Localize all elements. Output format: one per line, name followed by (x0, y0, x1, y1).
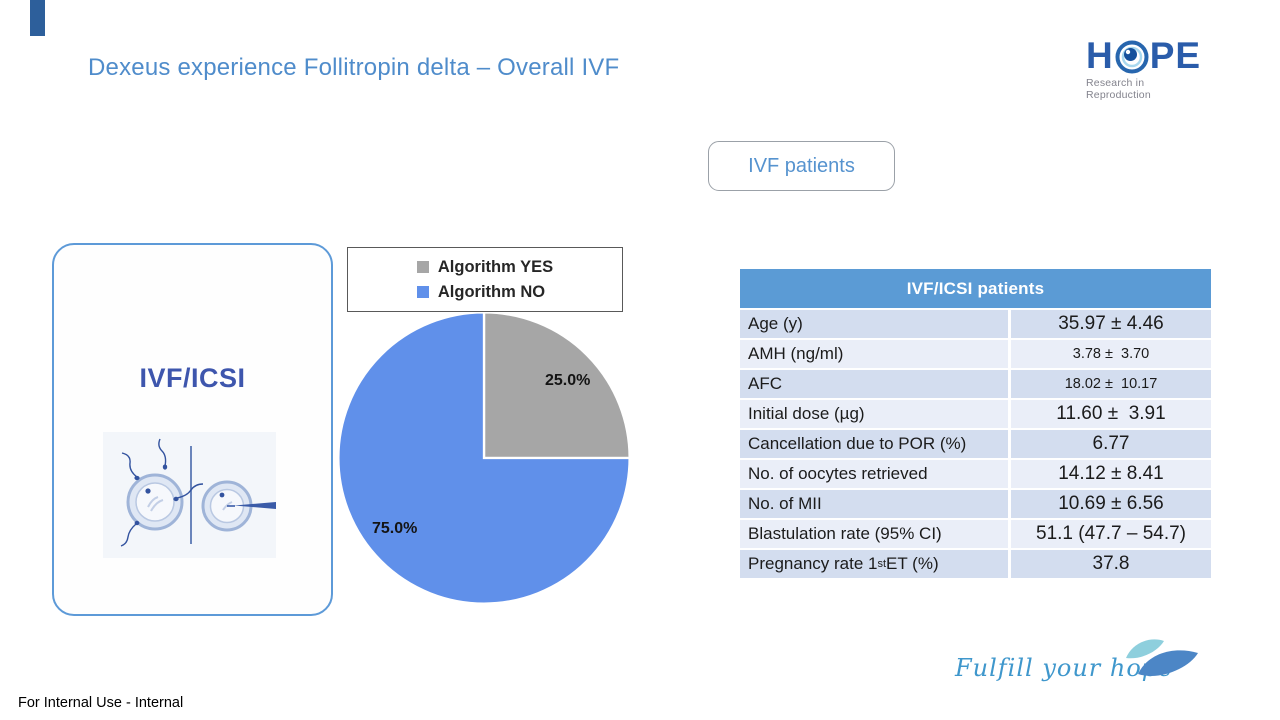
table-row-label: No. of oocytes retrieved (740, 460, 1011, 488)
legend-item-algorithm-yes: Algorithm YES (416, 258, 554, 276)
pie-slice-0 (482, 311, 631, 460)
pie-chart: 25.0% 75.0% (334, 308, 634, 608)
ivf-icsi-illustration (103, 432, 276, 558)
hope-logo-word: H PE (1086, 36, 1206, 76)
table-row-label: Age (y) (740, 310, 1011, 338)
table-row-value: 10.69 ± 6.56 (1058, 493, 1164, 514)
page-title: Dexeus experience Follitropin delta – Ov… (88, 54, 620, 81)
footer-classification: For Internal Use - Internal (18, 695, 184, 711)
ivf-icsi-card-title: IVF/ICSI (139, 363, 246, 393)
table-row-value: 37.8 (1092, 553, 1130, 574)
ivf-icsi-table: IVF/ICSI patients Age (y) 35.97 ± 4.46 A… (740, 269, 1211, 578)
legend-swatch-no (416, 285, 429, 298)
hope-eye-icon (1115, 40, 1149, 74)
table-row-value: 18.02 ± 10.17 (1064, 376, 1158, 392)
table-row-value: 11.60 ± 3.91 (1056, 403, 1166, 424)
table-row: Cancellation due to POR (%) 6.77 (740, 428, 1211, 458)
table-row: Blastulation rate (95% CI) 51.1 (47.7 – … (740, 518, 1211, 548)
table-row-label: No. of MII (740, 490, 1011, 518)
legend-item-algorithm-no: Algorithm NO (416, 282, 553, 301)
pie-chart-svg (337, 311, 631, 605)
hope-letter-h: H (1086, 35, 1114, 76)
pie-slice-1 (337, 311, 631, 605)
ivf-patients-button[interactable]: IVF patients (708, 141, 895, 191)
table-row-value: 6.77 (1092, 433, 1130, 454)
legend-label-no: Algorithm NO (437, 282, 546, 301)
legend-label-yes: Algorithm YES (437, 258, 554, 276)
fulfill-tagline: Fulfill your hope (955, 654, 1174, 682)
hope-logo: H PE Research in Reproduction (1086, 36, 1206, 102)
table-row-value: 3.78 ± 3.70 (1072, 346, 1150, 362)
ivf-patients-button-label: IVF patients (748, 154, 855, 177)
table-row: No. of MII 10.69 ± 6.56 (740, 488, 1211, 518)
pie-slice-label-no: 75.0% (372, 520, 418, 537)
hope-letters-pe: PE (1149, 35, 1202, 76)
table-row-label: AFC (740, 370, 1011, 398)
slide-accent-bar (30, 0, 45, 36)
legend-swatch-yes (416, 261, 429, 274)
table-row: AMH (ng/ml) 3.78 ± 3.70 (740, 338, 1211, 368)
table-row-label: Cancellation due to POR (%) (740, 430, 1011, 458)
table-row: AFC 18.02 ± 10.17 (740, 368, 1211, 398)
table-row-value: 14.12 ± 8.41 (1058, 463, 1164, 484)
table-row: Age (y) 35.97 ± 4.46 (740, 308, 1211, 338)
table-row: Initial dose (µg) 11.60 ± 3.91 (740, 398, 1211, 428)
table-row-label: Blastulation rate (95% CI) (740, 520, 1011, 548)
table-row: No. of oocytes retrieved 14.12 ± 8.41 (740, 458, 1211, 488)
pie-legend: Algorithm YES Algorithm NO (347, 247, 623, 312)
table-row-label: AMH (ng/ml) (740, 340, 1011, 368)
table-row-label: Initial dose (µg) (740, 400, 1011, 428)
pie-slice-label-yes: 25.0% (545, 372, 591, 389)
ivf-icsi-card: IVF/ICSI (52, 243, 333, 616)
hope-leaves-icon (1126, 639, 1198, 676)
table-row-value: 51.1 (47.7 – 54.7) (1036, 523, 1186, 544)
table-row-value: 35.97 ± 4.46 (1058, 313, 1164, 334)
table-header: IVF/ICSI patients (740, 269, 1211, 308)
hope-tagline: Research in Reproduction (1086, 77, 1151, 101)
